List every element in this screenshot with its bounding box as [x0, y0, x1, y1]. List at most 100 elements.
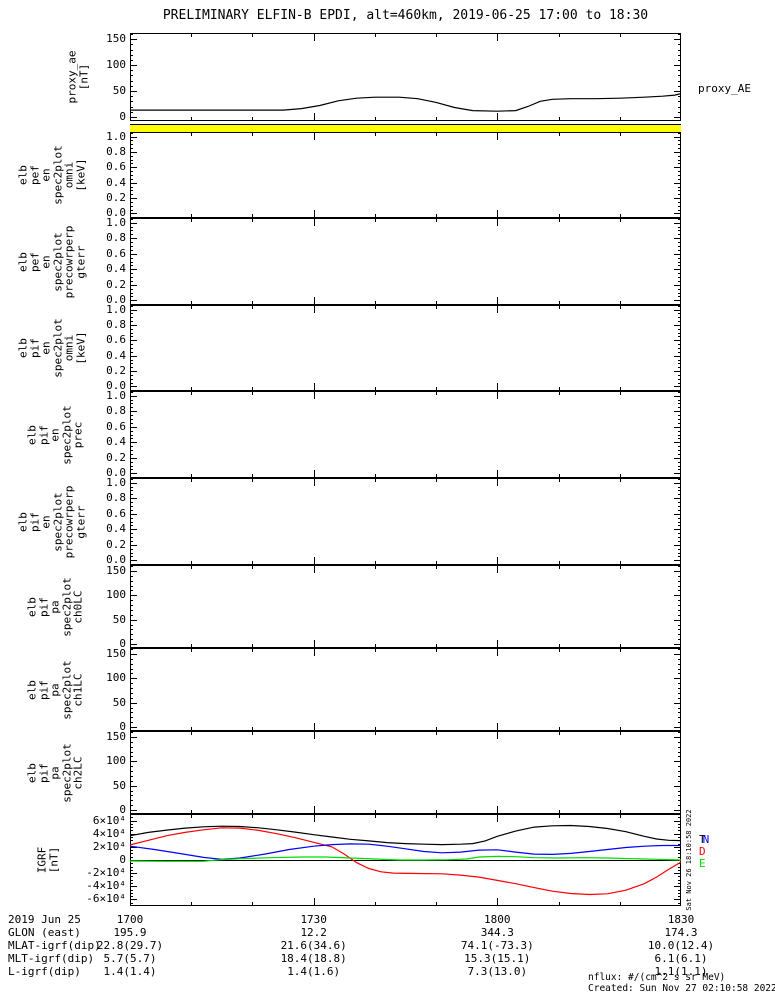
- panel-canvas-elb-pif-pa-spec2plot-ch0LC: [130, 565, 681, 648]
- footer-value: 174.3: [664, 926, 698, 939]
- ytick-label-elb-pef-en-spec2plot-omni: 0.4: [106, 175, 126, 189]
- footer-value: 18.4(18.8): [280, 952, 347, 965]
- panel-elb-pif-en-spec2plot-omni: [130, 305, 681, 391]
- footer-value: 10.0(12.4): [647, 939, 715, 952]
- ylabel-elb-pef-en-spec2plot-precowrperp-gterr: elb pef en spec2plot precowrperp gterr: [16, 225, 88, 298]
- footer-value: 22.8(29.7): [96, 939, 164, 952]
- panel-canvas-elb-pef-en-spec2plot-omni: [130, 132, 681, 218]
- footer-row-label: MLT-igrf(dip): [8, 952, 95, 965]
- ylabel-proxy-ae: proxy_ae [nT]: [65, 50, 91, 104]
- ytick-label-elb-pif-pa-spec2plot-ch0LC: 0: [119, 637, 126, 651]
- ytick-label-elb-pif-en-spec2plot-prec: 0.2: [106, 450, 126, 464]
- chart-title: PRELIMINARY ELFIN-B EPDI, alt=460km, 201…: [162, 8, 649, 23]
- series-N: [130, 843, 681, 860]
- ylabel-elb-pif-en-spec2plot-precowrperp-gterr: elb pif en spec2plot precowrperp gterr: [16, 485, 88, 558]
- legend-row: D: [699, 846, 709, 858]
- footer-value: 12.2: [300, 926, 327, 939]
- ytick-label-elb-pif-en-spec2plot-prec: 0.8: [106, 404, 126, 418]
- ytick-label-proxy-ae: 150: [106, 32, 126, 46]
- footer-value: 1830: [667, 913, 695, 926]
- panel-elb-pef-en-spec2plot-omni: [130, 132, 681, 218]
- panel-canvas-elb-pif-pa-spec2plot-ch2LC: [130, 731, 681, 814]
- ytick-label-elb-pif-en-spec2plot-omni: 0.6: [106, 333, 126, 347]
- panel-canvas-elb-pif-en-spec2plot-omni: [130, 305, 681, 391]
- panel-canvas-igrf: [130, 814, 681, 906]
- ytick-label-elb-pif-en-spec2plot-prec: 0.0: [106, 466, 126, 480]
- ytick-label-elb-pef-en-spec2plot-omni: 0.6: [106, 160, 126, 174]
- ytick-label-elb-pif-pa-spec2plot-ch2LC: 100: [106, 754, 126, 768]
- ytick-label-elb-pif-en-spec2plot-prec: 0.4: [106, 435, 126, 449]
- ytick-label-igrf: -2×10⁴: [86, 866, 126, 880]
- ytick-label-elb-pef-en-spec2plot-precowrperp-gterr: 0.8: [106, 231, 126, 245]
- created-note: Created: Sun Nov 27 02:10:58 2022: [588, 983, 775, 994]
- ytick-label-elb-pif-pa-spec2plot-ch1LC: 150: [106, 646, 126, 660]
- ytick-label-elb-pif-pa-spec2plot-ch2LC: 0: [119, 803, 126, 817]
- ytick-label-igrf: 6×10⁴: [92, 813, 126, 827]
- series-T: [130, 824, 681, 846]
- panel-elb-pif-pa-spec2plot-ch2LC: [130, 731, 681, 814]
- ytick-label-igrf: -6×10⁴: [86, 892, 126, 906]
- ytick-label-elb-pef-en-spec2plot-precowrperp-gterr: 0.0: [106, 293, 126, 307]
- footer-value: 15.3(15.1): [464, 952, 531, 965]
- panel-canvas-elb-pef-en-spec2plot-precowrperp-gterr: [130, 218, 681, 305]
- ytick-label-elb-pif-en-spec2plot-precowrperp-gterr: 0.4: [106, 522, 126, 536]
- panel-canvas-elb-pif-en-spec2plot-prec: [130, 391, 681, 478]
- ylabel-elb-pef-en-spec2plot-omni: elb pef en spec2plot omni [keV]: [16, 145, 88, 205]
- series-E: [130, 855, 681, 862]
- ytick-label-elb-pif-pa-spec2plot-ch0LC: 150: [106, 563, 126, 577]
- ytick-label-elb-pif-pa-spec2plot-ch0LC: 100: [106, 588, 126, 602]
- ytick-label-elb-pif-pa-spec2plot-ch2LC: 150: [106, 729, 126, 743]
- ylabel-elb-pif-en-spec2plot-prec: elb pif en spec2plot prec: [25, 404, 85, 465]
- footer-value: 1.1(1.1): [654, 965, 708, 978]
- ytick-label-elb-pef-en-spec2plot-precowrperp-gterr: 1.0: [106, 215, 126, 229]
- ylabel-elb-pif-en-spec2plot-omni: elb pif en spec2plot omni [keV]: [16, 318, 88, 378]
- panel-canvas-proxy-ae: [130, 33, 681, 121]
- footer-value: 1.4(1.6): [287, 965, 341, 978]
- ytick-label-proxy-ae: 0: [119, 109, 126, 123]
- panel-igrf: [130, 814, 681, 906]
- panel-elb-pif-en-spec2plot-prec: [130, 391, 681, 478]
- ytick-label-elb-pef-en-spec2plot-omni: 0.2: [106, 191, 126, 205]
- proxy-ae-right-label: proxy_AE: [698, 82, 751, 95]
- ytick-label-elb-pif-en-spec2plot-omni: 0.0: [106, 379, 126, 393]
- ytick-label-elb-pif-pa-spec2plot-ch0LC: 50: [112, 612, 126, 626]
- ytick-label-proxy-ae: 50: [112, 83, 126, 97]
- footer-value: 344.3: [480, 926, 514, 939]
- footer-value: 7.3(13.0): [467, 965, 528, 978]
- ytick-label-elb-pif-en-spec2plot-precowrperp-gterr: 0.8: [106, 491, 126, 505]
- ytick-label-elb-pif-pa-spec2plot-ch1LC: 100: [106, 671, 126, 685]
- legend-row: E: [699, 858, 709, 870]
- ylabel-igrf: IGRF [nT]: [35, 846, 61, 874]
- footer-row-label: 2019 Jun 25: [8, 913, 81, 926]
- ylabel-elb-pif-pa-spec2plot-ch2LC: elb pif pa spec2plot ch2LC: [25, 742, 85, 803]
- panel-canvas-elb-pif-pa-spec2plot-ch1LC: [130, 648, 681, 731]
- panel-elb-pif-pa-spec2plot-ch1LC: [130, 648, 681, 731]
- panel-elb-pif-en-spec2plot-precowrperp-gterr: [130, 478, 681, 565]
- ytick-label-elb-pif-en-spec2plot-omni: 0.8: [106, 317, 126, 331]
- ylabel-elb-pif-pa-spec2plot-ch1LC: elb pif pa spec2plot ch1LC: [25, 659, 85, 720]
- nflux-note: nflux: #/(cm^2 s sr MeV): [588, 972, 726, 983]
- footer-value: 195.9: [113, 926, 147, 939]
- footer-value: 1800: [484, 913, 511, 926]
- ytick-label-igrf: -4×10⁴: [86, 879, 126, 893]
- legend-entry-D: D: [699, 845, 706, 858]
- panel-elb-pef-en-spec2plot-precowrperp-gterr: [130, 218, 681, 305]
- legend-entry-T: T: [699, 833, 706, 846]
- ytick-label-elb-pif-pa-spec2plot-ch2LC: 50: [112, 778, 126, 792]
- footer-row-label: GLON (east): [8, 926, 81, 939]
- series-proxy_AE: [130, 93, 681, 112]
- footer-value: 1730: [300, 913, 327, 926]
- ytick-label-elb-pif-en-spec2plot-prec: 0.6: [106, 419, 126, 433]
- ytick-label-elb-pif-en-spec2plot-precowrperp-gterr: 0.6: [106, 506, 126, 520]
- ytick-label-proxy-ae: 100: [106, 58, 126, 72]
- panel-elb-pif-pa-spec2plot-ch0LC: [130, 565, 681, 648]
- ytick-label-elb-pef-en-spec2plot-omni: 0.0: [106, 206, 126, 220]
- footer-value: 1.4(1.4): [103, 965, 157, 978]
- legend-entry-N: N: [702, 833, 710, 846]
- coverage-bar: [130, 124, 681, 133]
- footer-value: 74.1(-73.3): [460, 939, 534, 952]
- footer-value: 1700: [116, 913, 144, 926]
- footer-row-label: MLAT-igrf(dip): [8, 939, 101, 952]
- ytick-label-elb-pif-en-spec2plot-precowrperp-gterr: 0.2: [106, 537, 126, 551]
